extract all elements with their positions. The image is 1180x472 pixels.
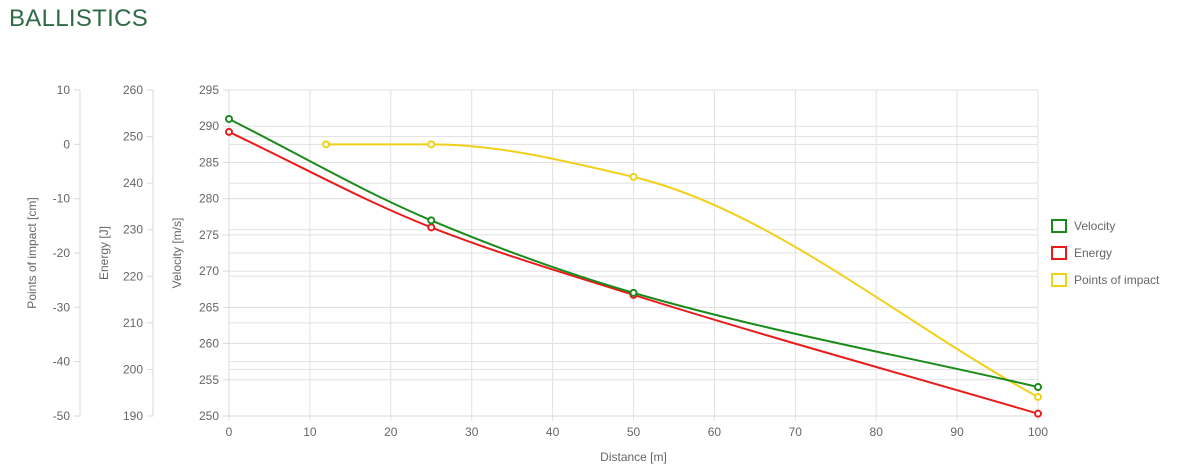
energy-axis-title: Energy [J]	[97, 226, 111, 280]
points-of-impact-point	[1034, 392, 1042, 401]
energy-tick-label: 260	[123, 83, 143, 97]
energy-tick-label: 200	[123, 362, 143, 376]
energy-point	[427, 223, 436, 232]
velocity-tick-label: 280	[199, 192, 219, 206]
points-of-impact-line	[326, 143, 1039, 398]
velocity-point	[1034, 383, 1042, 392]
velocity-tick-label: 270	[199, 264, 219, 278]
poi-tick-label: -10	[53, 192, 71, 206]
legend-label-points-of-impact: Points of impact	[1074, 273, 1160, 287]
poi-tick-label: 10	[57, 83, 71, 97]
x-tick-label: 20	[384, 425, 398, 439]
velocity-tick-label: 250	[199, 409, 219, 423]
grid	[228, 89, 1039, 421]
series-layer	[225, 114, 1042, 418]
poi-axis-title: Points of impact [cm]	[25, 197, 39, 308]
poi-tick-label: -40	[53, 355, 71, 369]
velocity-tick-label: 265	[199, 300, 219, 314]
poi-tick-label: 0	[63, 137, 70, 151]
energy-line	[228, 131, 1039, 415]
legend-label-velocity: Velocity	[1074, 219, 1115, 233]
energy-tick-label: 230	[123, 223, 143, 237]
velocity-axis-title: Velocity [m/s]	[170, 218, 184, 289]
energy-tick-label: 210	[123, 316, 143, 330]
points-of-impact-point	[427, 140, 436, 149]
x-axis-title: Distance [m]	[600, 450, 667, 464]
legend-swatch-points-of-impact	[1051, 273, 1067, 287]
legend: Velocity Energy Points of impact	[1051, 219, 1160, 287]
x-tick-label: 70	[789, 425, 803, 439]
velocity-line	[228, 118, 1039, 388]
velocity-point	[427, 216, 436, 225]
energy-tick-label: 190	[123, 409, 143, 423]
velocity-tick-label: 255	[199, 373, 219, 387]
x-tick-label: 50	[627, 425, 641, 439]
page-title: BALLISTICS	[9, 5, 149, 32]
velocity-tick-label: 295	[199, 83, 219, 97]
energy-tick-label: 240	[123, 176, 143, 190]
x-tick-label: 10	[303, 425, 317, 439]
x-tick-label: 90	[950, 425, 964, 439]
legend-label-energy: Energy	[1074, 246, 1112, 260]
x-tick-label: 30	[465, 425, 479, 439]
legend-swatch-energy	[1051, 246, 1067, 260]
x-tick-label: 40	[546, 425, 560, 439]
energy-point	[225, 127, 233, 136]
poi-tick-label: -30	[53, 300, 71, 314]
velocity-tick-label: 290	[199, 119, 219, 133]
poi-tick-label: -50	[53, 409, 71, 423]
velocity-tick-label: 285	[199, 155, 219, 169]
velocity-point	[225, 114, 233, 123]
x-tick-label: 80	[870, 425, 884, 439]
x-tick-label: 0	[226, 425, 233, 439]
x-tick-label: 60	[708, 425, 722, 439]
points-of-impact-point	[629, 172, 638, 181]
energy-tick-label: 250	[123, 130, 143, 144]
velocity-tick-label: 260	[199, 337, 219, 351]
x-tick-label: 100	[1028, 425, 1048, 439]
poi-tick-label: -20	[53, 246, 71, 260]
legend-swatch-velocity	[1051, 219, 1067, 233]
energy-tick-label: 220	[123, 269, 143, 283]
velocity-tick-label: 275	[199, 228, 219, 242]
points-of-impact-point	[322, 140, 331, 149]
energy-point	[1034, 409, 1042, 418]
velocity-point	[629, 288, 638, 297]
